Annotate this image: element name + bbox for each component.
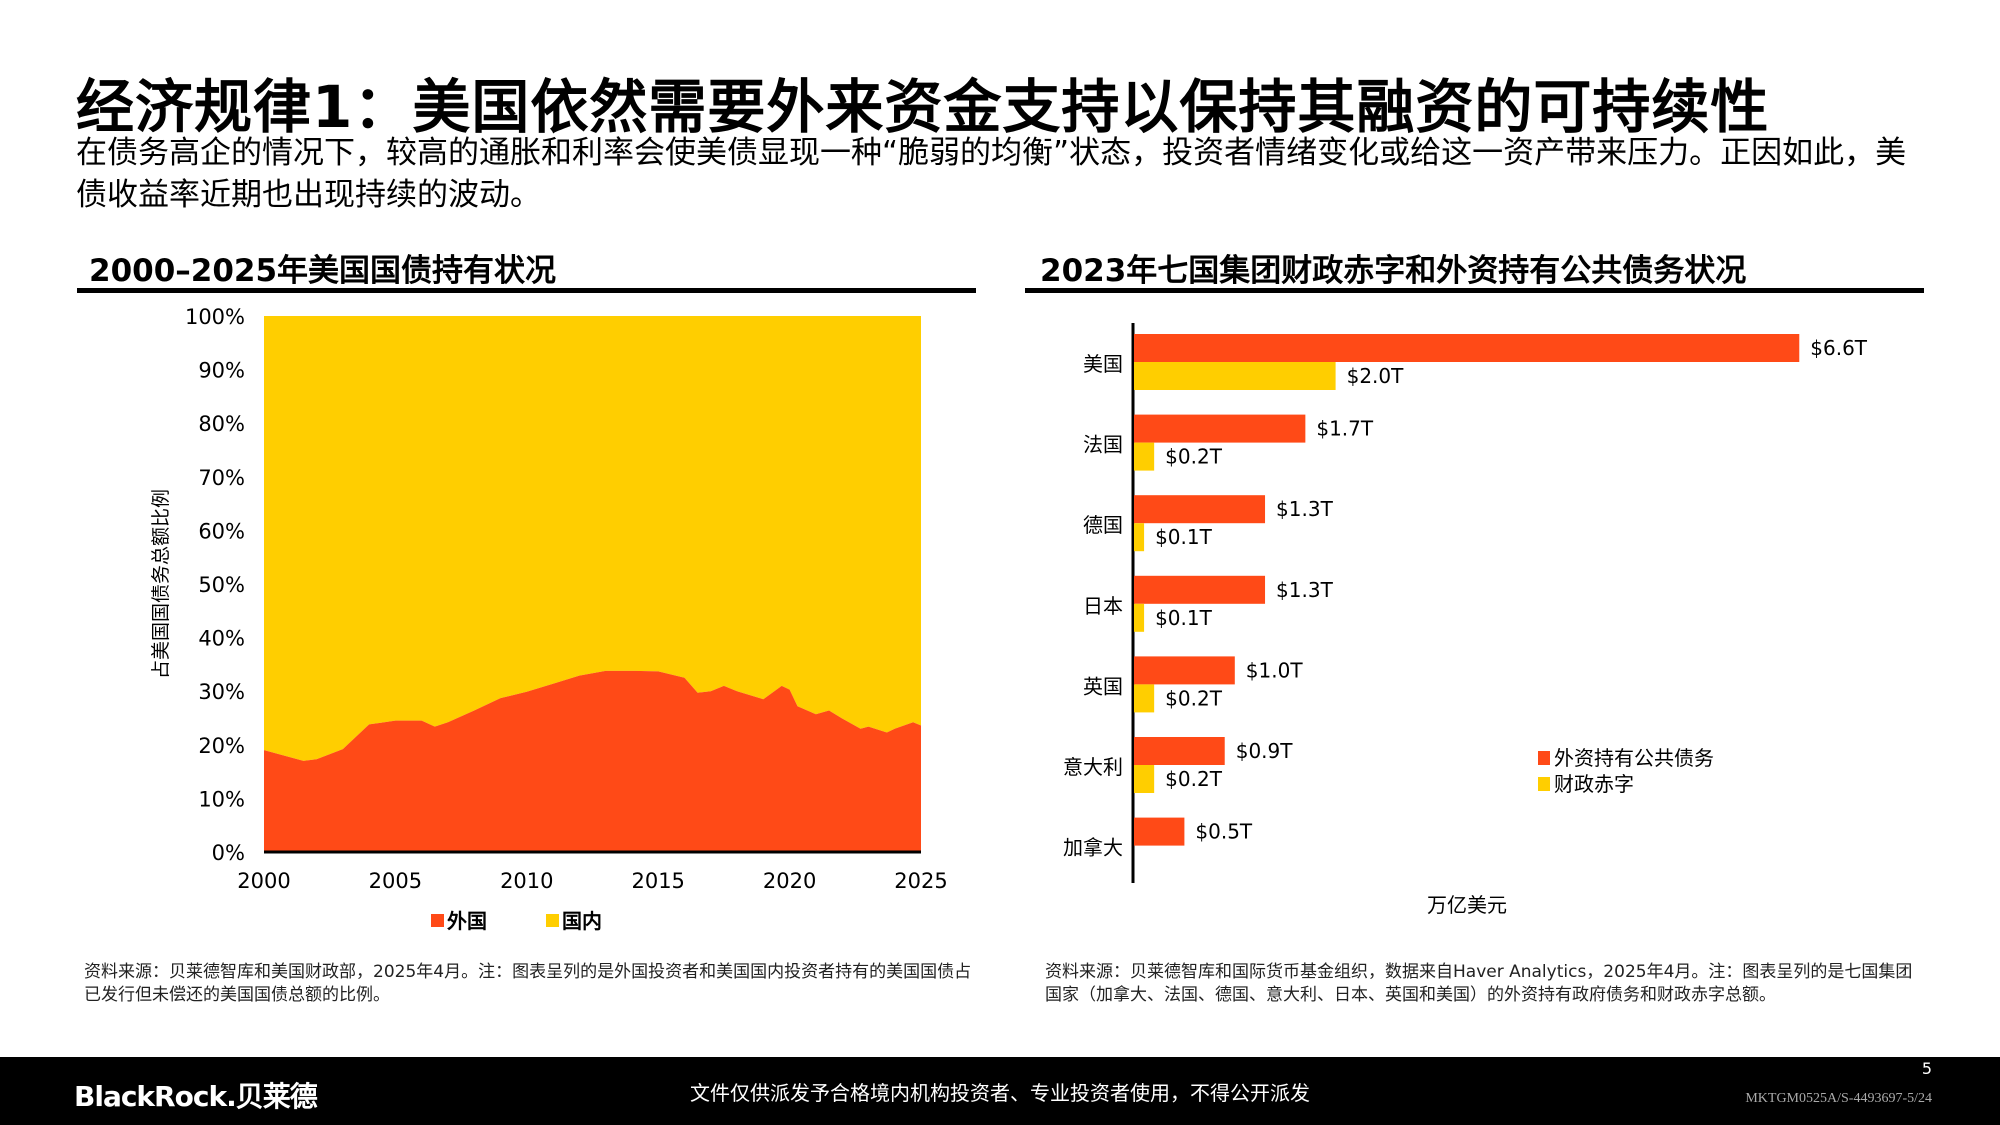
y-tick-label: 70%: [198, 466, 245, 490]
page-number: 5: [1921, 1059, 1932, 1078]
data-label: $2.0T: [1347, 364, 1405, 388]
x-tick-label: 2020: [763, 869, 816, 893]
area-series-domestic: [264, 316, 921, 761]
blackrock-logo: BlackRock.贝莱德: [74, 1080, 318, 1113]
legend-label: 财政赤字: [1554, 772, 1634, 796]
bar-fiscal-deficit: [1134, 684, 1155, 713]
y-tick-label: 10%: [198, 787, 245, 811]
page-subtitle: 在债务高企的情况下，较高的通胀和利率会使美债显现一种“脆弱的均衡”状态，投资者情…: [76, 135, 1907, 213]
bar-fiscal-deficit: [1134, 765, 1155, 793]
footer-disclaimer: 文件仅供派发予合格境内机构投资者、专业投资者使用，不得公开派发: [690, 1081, 1310, 1105]
data-label: $0.1T: [1155, 525, 1213, 549]
y-tick-label: 60%: [198, 519, 245, 543]
y-tick-label: 0%: [212, 841, 245, 865]
legend-swatch: [546, 914, 559, 927]
data-label: $0.2T: [1165, 767, 1223, 791]
x-tick-label: 2010: [500, 869, 553, 893]
document-code: MKTGM0525A/S-4493697-5/24: [1745, 1091, 1932, 1106]
bar-foreign-debt: [1134, 737, 1225, 765]
bar-foreign-debt: [1134, 414, 1306, 443]
bar-fiscal-deficit: [1134, 523, 1145, 552]
x-tick-label: 2005: [369, 869, 422, 893]
data-label: $0.1T: [1155, 606, 1213, 630]
category-label: 美国: [1083, 352, 1123, 376]
legend-swatch: [1538, 777, 1550, 791]
legend-label: 国内: [562, 909, 602, 933]
bar-fiscal-deficit: [1134, 442, 1155, 471]
data-label: $6.6T: [1810, 336, 1868, 360]
x-tick-label: 2015: [631, 869, 684, 893]
y-tick-label: 30%: [198, 680, 245, 704]
bar-foreign-debt: [1134, 495, 1266, 524]
data-label: $1.3T: [1276, 497, 1334, 521]
left-chart-rule: [77, 288, 976, 293]
bar-fiscal-deficit: [1134, 362, 1336, 390]
legend-label: 外资持有公共债务: [1554, 746, 1714, 770]
data-label: $0.2T: [1165, 445, 1223, 469]
data-label: $1.0T: [1246, 658, 1304, 682]
bar-chart: 美国 $6.6T $2.0T 法国 $1.7T $0.2T 德国 $1.3T $0.1T 日本 $1…: [1063, 323, 1868, 917]
legend-label: 外国: [447, 909, 487, 933]
y-tick-label: 100%: [185, 305, 245, 329]
y-tick-label: 40%: [198, 627, 245, 651]
category-label: 意大利: [1063, 755, 1123, 779]
x-axis-label: 万亿美元: [1427, 893, 1507, 917]
left-chart-note: 资料来源：贝莱德智库和美国财政部，2025年4月。注：图表呈列的是外国投资者和美…: [84, 962, 972, 1005]
page-title: 经济规律1：美国依然需要外来资金支持以保持其融资的可持续性: [76, 73, 1770, 141]
category-label: 加拿大: [1063, 836, 1123, 860]
category-label: 德国: [1083, 513, 1123, 537]
x-tick-label: 2000: [237, 869, 290, 893]
y-axis-label: 占美国国债务总额比例: [150, 489, 172, 679]
left-chart-title: 2000–2025年美国国债持有状况: [89, 253, 557, 289]
x-tick-label: 2025: [894, 869, 947, 893]
category-label: 英国: [1083, 674, 1123, 698]
data-label: $1.3T: [1276, 578, 1334, 602]
area-series-foreign: [264, 670, 921, 852]
right-chart-title: 2023年七国集团财政赤字和外资持有公共债务状况: [1040, 253, 1747, 289]
bar-fiscal-deficit: [1134, 603, 1145, 632]
y-tick-label: 90%: [198, 359, 245, 383]
bar-foreign-debt: [1134, 817, 1185, 846]
right-chart-rule: [1025, 288, 1924, 293]
legend-swatch: [1538, 751, 1550, 765]
data-label: $0.5T: [1195, 820, 1253, 844]
legend-swatch: [431, 914, 444, 927]
footer: BlackRock.贝莱德 文件仅供派发予合格境内机构投资者、专业投资者使用，不…: [0, 1057, 2000, 1125]
bar-foreign-debt: [1134, 334, 1800, 362]
bar-foreign-debt: [1134, 575, 1266, 604]
data-label: $0.9T: [1236, 739, 1294, 763]
category-label: 法国: [1083, 433, 1123, 457]
y-tick-label: 50%: [198, 573, 245, 597]
y-tick-label: 20%: [198, 734, 245, 758]
y-tick-label: 80%: [198, 412, 245, 436]
right-chart-note: 资料来源：贝莱德智库和国际货币基金组织，数据来自Haver Analytics，…: [1045, 962, 1913, 1005]
category-label: 日本: [1083, 594, 1123, 618]
area-chart: 0% 10% 20% 30% 40% 50% 60% 70% 80% 90% 100% 2000 200…: [150, 305, 948, 933]
bar-foreign-debt: [1134, 656, 1235, 685]
data-label: $1.7T: [1316, 417, 1374, 441]
data-label: $0.2T: [1165, 686, 1223, 710]
